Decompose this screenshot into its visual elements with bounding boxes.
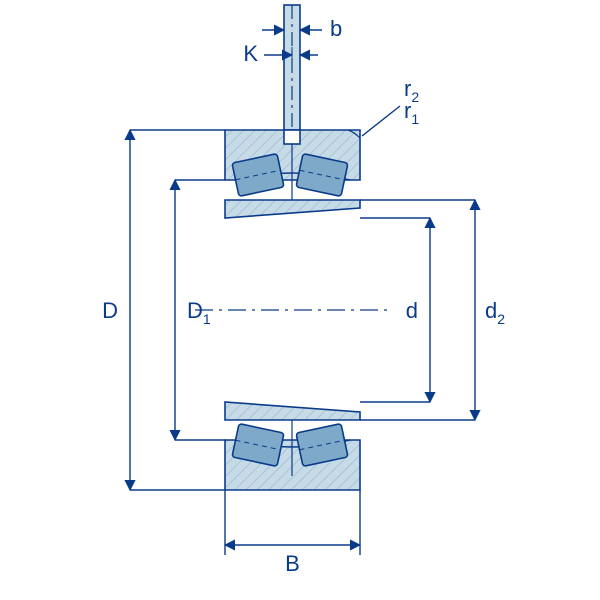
label-b: b bbox=[330, 16, 342, 41]
label-D: D bbox=[102, 298, 118, 323]
label-K: K bbox=[243, 41, 258, 66]
bearing-diagram: DD1dd2BbKr2r1 bbox=[0, 0, 600, 600]
label-B: B bbox=[285, 551, 300, 576]
label-d: d bbox=[406, 298, 418, 323]
label-D1: D1 bbox=[187, 298, 211, 327]
label-d2: d2 bbox=[485, 298, 505, 327]
